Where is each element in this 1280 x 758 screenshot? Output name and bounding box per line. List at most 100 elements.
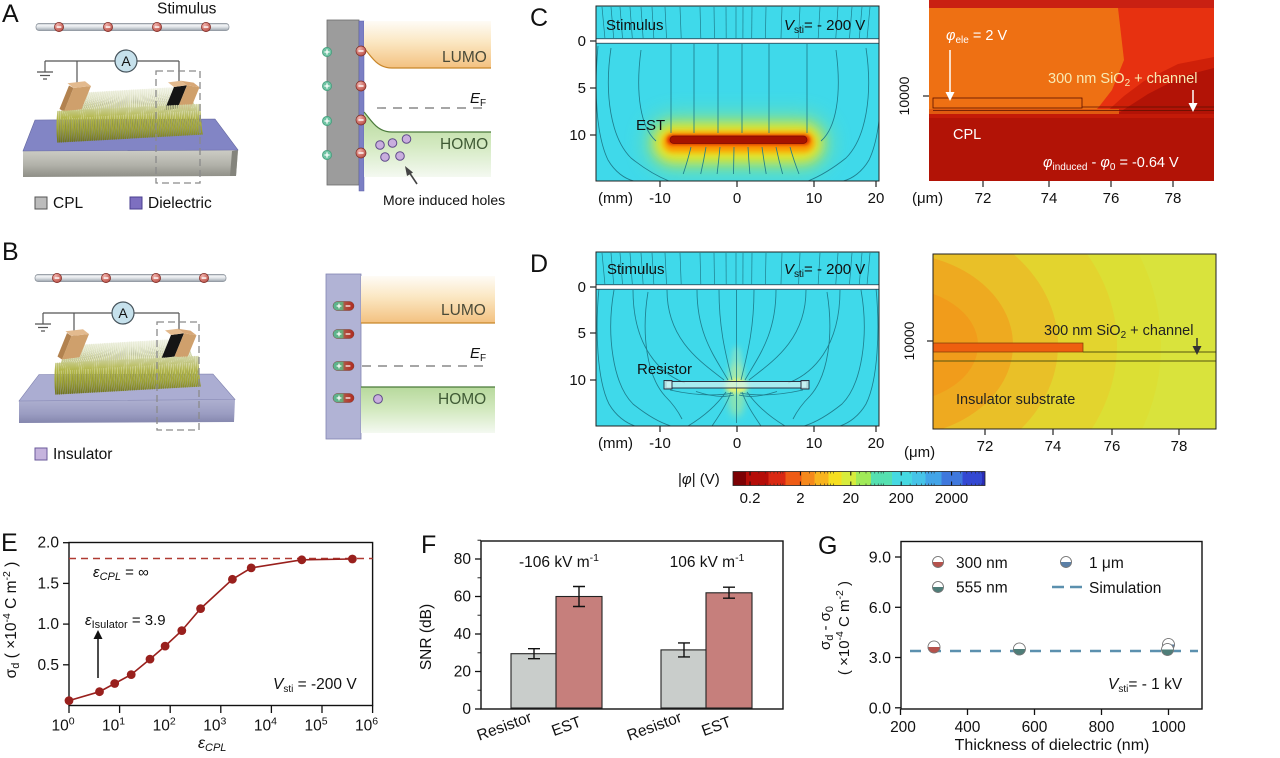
svg-text:20: 20	[868, 435, 885, 452]
svg-text:0: 0	[733, 190, 741, 207]
svg-text:Insulator substrate: Insulator substrate	[956, 392, 1075, 408]
svg-text:Simulation: Simulation	[1089, 580, 1161, 597]
svg-text:10000: 10000	[901, 321, 917, 360]
svg-text:Vsti= - 1 kV: Vsti= - 1 kV	[1108, 676, 1183, 695]
svg-text:2.0: 2.0	[37, 535, 59, 552]
svg-text:(mm): (mm)	[598, 190, 633, 207]
svg-text:D: D	[530, 250, 548, 278]
svg-text:HOMO: HOMO	[440, 136, 488, 153]
svg-text:Resistor: Resistor	[475, 709, 534, 744]
svg-text:0: 0	[578, 279, 586, 296]
svg-text:σd ( ×10-4 C m-2 ): σd ( ×10-4 C m-2 )	[1, 562, 22, 679]
svg-text:20: 20	[842, 490, 859, 507]
svg-text:800: 800	[1089, 719, 1115, 736]
svg-text:φinduced - φ0 = -0.64 V: φinduced - φ0 = -0.64 V	[1043, 155, 1179, 173]
svg-text:σd - σ0: σd - σ0	[817, 606, 836, 650]
svg-text:76: 76	[1104, 438, 1121, 455]
svg-text:Dielectric: Dielectric	[148, 195, 212, 212]
svg-text:EST: EST	[549, 713, 584, 739]
svg-text:0.0: 0.0	[869, 700, 891, 717]
svg-text:φele = 2 V: φele = 2 V	[946, 28, 1007, 46]
svg-text:2: 2	[796, 490, 804, 507]
svg-text:6.0: 6.0	[869, 600, 891, 617]
svg-text:Vsti= - 200 V: Vsti= - 200 V	[784, 261, 865, 280]
svg-text:A: A	[118, 305, 128, 321]
svg-text:76: 76	[1103, 190, 1120, 207]
svg-text:10: 10	[806, 190, 823, 207]
svg-text:10: 10	[569, 372, 586, 389]
svg-text:1000: 1000	[1151, 719, 1186, 736]
svg-text:0.5: 0.5	[37, 657, 59, 674]
svg-text:300 nm SiO2 + channel: 300 nm SiO2 + channel	[1048, 71, 1197, 89]
svg-text:2000: 2000	[935, 490, 968, 507]
svg-text:400: 400	[955, 719, 981, 736]
svg-text:72: 72	[975, 190, 992, 207]
svg-text:|φ| (V): |φ| (V)	[678, 471, 720, 488]
svg-text:101: 101	[102, 716, 125, 735]
svg-text:74: 74	[1041, 190, 1058, 207]
svg-text:EST: EST	[699, 713, 734, 739]
svg-text:103: 103	[203, 716, 226, 735]
svg-text:LUMO: LUMO	[441, 302, 486, 319]
svg-text:200: 200	[890, 719, 916, 736]
svg-text:100: 100	[51, 716, 74, 735]
svg-text:3.0: 3.0	[869, 650, 891, 667]
svg-text:72: 72	[977, 438, 994, 455]
svg-text:Resistor: Resistor	[637, 361, 692, 378]
svg-text:A: A	[2, 0, 19, 28]
svg-text:εCPL = ∞: εCPL = ∞	[93, 564, 149, 583]
svg-text:Stimulus: Stimulus	[606, 17, 664, 34]
svg-text:600: 600	[1022, 719, 1048, 736]
svg-text:104: 104	[254, 716, 277, 735]
svg-text:0: 0	[733, 435, 741, 452]
svg-text:78: 78	[1165, 190, 1182, 207]
svg-text:B: B	[2, 238, 19, 266]
svg-text:300 nm SiO2 + channel: 300 nm SiO2 + channel	[1044, 323, 1193, 341]
svg-text:-10: -10	[649, 190, 671, 207]
svg-text:1.0: 1.0	[37, 616, 59, 633]
svg-text:A: A	[121, 53, 131, 69]
svg-text:102: 102	[153, 716, 176, 735]
svg-text:40: 40	[454, 626, 472, 643]
svg-text:E: E	[1, 529, 18, 557]
svg-text:105: 105	[304, 716, 327, 735]
svg-text:5: 5	[578, 80, 586, 97]
svg-text:εIsulator = 3.9: εIsulator = 3.9	[85, 612, 166, 631]
svg-text:(mm): (mm)	[598, 435, 633, 452]
svg-text:9.0: 9.0	[869, 550, 891, 567]
svg-text:LUMO: LUMO	[442, 49, 487, 66]
svg-text:106: 106	[355, 716, 378, 735]
svg-text:20: 20	[868, 190, 885, 207]
svg-text:200: 200	[889, 490, 914, 507]
svg-text:( ×10-4 C m-2 ): ( ×10-4 C m-2 )	[834, 581, 853, 675]
svg-text:60: 60	[454, 589, 472, 606]
svg-text:EF: EF	[470, 345, 486, 364]
svg-text:10000: 10000	[896, 76, 912, 115]
svg-text:(μm): (μm)	[912, 190, 943, 207]
svg-text:More induced holes: More induced holes	[383, 192, 505, 208]
svg-text:106 kV m-1: 106 kV m-1	[670, 552, 745, 571]
svg-text:10: 10	[569, 127, 586, 144]
svg-text:(μm): (μm)	[904, 444, 935, 461]
svg-text:C: C	[530, 4, 548, 32]
svg-text:80: 80	[454, 551, 472, 568]
svg-text:5: 5	[578, 325, 586, 342]
svg-text:300 nm: 300 nm	[956, 555, 1008, 572]
svg-text:EST: EST	[636, 117, 665, 134]
svg-text:-10: -10	[649, 435, 671, 452]
svg-text:1.5: 1.5	[37, 575, 59, 592]
svg-text:1 μm: 1 μm	[1089, 555, 1124, 572]
svg-text:CPL: CPL	[953, 127, 981, 143]
svg-text:0: 0	[462, 701, 471, 718]
svg-text:HOMO: HOMO	[438, 391, 486, 408]
svg-text:CPL: CPL	[53, 195, 84, 212]
svg-text:Vsti = -200 V: Vsti = -200 V	[273, 676, 357, 695]
svg-text:EF: EF	[470, 90, 486, 109]
svg-text:Stimulus: Stimulus	[607, 261, 665, 278]
svg-text:Resistor: Resistor	[625, 709, 684, 744]
svg-text:74: 74	[1045, 438, 1062, 455]
svg-text:F: F	[421, 531, 436, 559]
svg-text:78: 78	[1171, 438, 1188, 455]
svg-text:0: 0	[578, 33, 586, 50]
svg-text:555 nm: 555 nm	[956, 580, 1008, 597]
